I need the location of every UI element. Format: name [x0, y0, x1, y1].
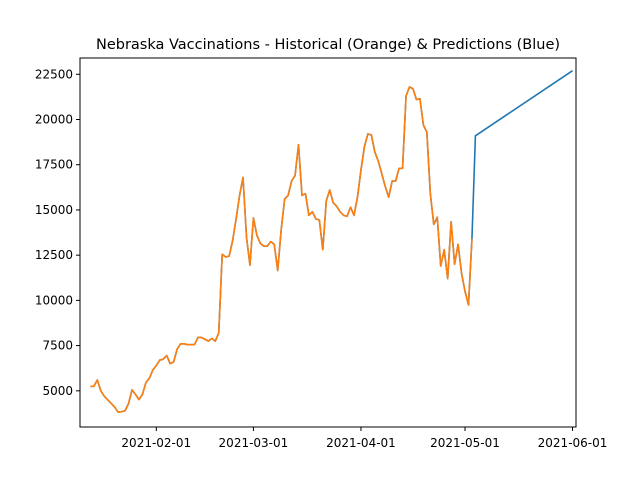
x-tick-label: 2021-03-01 — [219, 436, 289, 450]
series-line-2 — [90, 86, 473, 413]
x-tick-label: 2021-02-01 — [121, 436, 191, 450]
plot-frame — [79, 57, 577, 428]
x-tick-label: 2021-06-01 — [538, 436, 608, 450]
y-tick-label: 10000 — [35, 293, 73, 307]
y-tick-label: 20000 — [35, 113, 73, 127]
chart-title: Nebraska Vaccinations - Historical (Oran… — [96, 37, 560, 53]
axes-layer: 2021-02-01 2021-03-01 2021-04-01 2021-05-01… — [35, 67, 608, 450]
x-tick-label: 2021-04-01 — [326, 436, 396, 450]
y-tick-label: 17500 — [35, 158, 73, 172]
x-tick-label: 2021-05-01 — [430, 436, 500, 450]
y-tick-label: 7500 — [42, 339, 73, 353]
series-layer — [90, 69, 573, 413]
y-tick-label: 5000 — [42, 384, 73, 398]
y-tick-label: 15000 — [35, 203, 73, 217]
y-tick-label: 12500 — [35, 248, 73, 262]
y-tick-label: 22500 — [35, 67, 73, 81]
